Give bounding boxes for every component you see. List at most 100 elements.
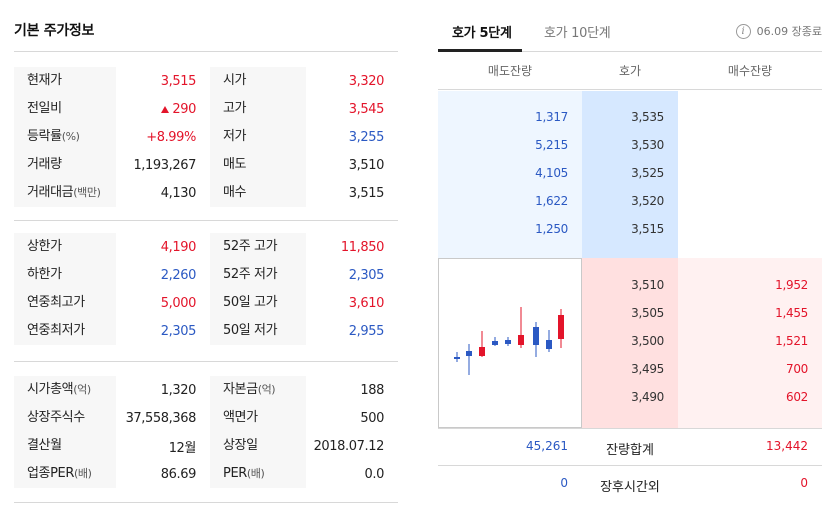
ask-row[interactable]: 1,317 3,535 bbox=[438, 104, 822, 132]
candle-8 bbox=[546, 340, 552, 349]
candle-4 bbox=[492, 341, 498, 345]
row-label: 거래량 bbox=[14, 151, 116, 179]
ask-price-column bbox=[582, 91, 678, 258]
ask-price: 3,530 bbox=[631, 138, 664, 152]
tab-10-levels[interactable]: 호가 10단계 bbox=[544, 26, 611, 41]
bid-section: 3,510 1,952 3,505 1,455 3,500 1,521 3,495 700 3,… bbox=[438, 258, 822, 428]
row-value: 86.69 bbox=[160, 466, 197, 482]
candle-7 bbox=[533, 327, 539, 345]
row-label: 연중최저가 bbox=[14, 317, 116, 345]
row-value: 3,515 bbox=[160, 73, 197, 89]
row-value-2: 3,515 bbox=[348, 185, 385, 201]
row-label-2: 액면가 bbox=[210, 404, 306, 432]
info-row: 전일비 290 고가 3,545 bbox=[14, 95, 398, 123]
row-label: 시가총액(억) bbox=[14, 376, 116, 404]
row-label-2: 50일 고가 bbox=[210, 289, 306, 317]
info-row: 업종PER(배) 86.69 PER(배) 0.0 bbox=[14, 460, 398, 488]
bid-price: 3,495 bbox=[631, 362, 664, 376]
after-hours-bid-qty: 0 bbox=[800, 476, 808, 490]
bid-qty: 1,952 bbox=[775, 278, 808, 292]
row-label: 전일비 bbox=[14, 95, 116, 123]
orderbook-header: 매도잔량 호가 매수잔량 bbox=[438, 52, 822, 90]
bid-qty: 1,455 bbox=[775, 306, 808, 320]
bid-row[interactable]: 3,505 1,455 bbox=[438, 300, 822, 328]
price-block: 현재가 3,515 시가 3,320 전일비 290 고가 3,545 등락률(%) +8.99%… bbox=[14, 52, 398, 221]
bid-row[interactable]: 3,495 700 bbox=[438, 356, 822, 384]
range-block: 상한가 4,190 52주 고가 11,850 하한가 2,260 52주 저가 2,305 연… bbox=[14, 221, 398, 362]
row-value: 37,558,368 bbox=[125, 410, 197, 426]
row-label-2: 52주 저가 bbox=[210, 261, 306, 289]
info-row: 거래대금(백만) 4,130 매수 3,515 bbox=[14, 179, 398, 207]
candle-5 bbox=[505, 340, 511, 344]
row-value-2: 11,850 bbox=[340, 239, 384, 255]
candle-1 bbox=[454, 357, 460, 359]
row-label-2: 고가 bbox=[210, 95, 306, 123]
candle-6 bbox=[518, 335, 524, 345]
ask-price: 3,515 bbox=[631, 222, 664, 236]
row-label-2: 자본금(억) bbox=[210, 376, 306, 404]
bid-qty: 602 bbox=[785, 390, 808, 404]
market-status: i 06.09 장종료 bbox=[735, 23, 822, 39]
row-label-2: 상장일 bbox=[210, 432, 306, 460]
company-block: 시가총액(억) 1,320 자본금(억) 188 상장주식수 37,558,368 액면가 5… bbox=[14, 362, 398, 503]
info-row: 상한가 4,190 52주 고가 11,850 bbox=[14, 233, 398, 261]
header-price: 호가 bbox=[618, 64, 642, 78]
up-triangle-icon bbox=[161, 105, 170, 113]
ask-qty: 5,215 bbox=[535, 138, 568, 152]
ask-row[interactable]: 1,622 3,520 bbox=[438, 188, 822, 216]
total-label: 잔량합계 bbox=[606, 443, 654, 458]
info-row: 연중최저가 2,305 50일 저가 2,955 bbox=[14, 317, 398, 345]
row-label: 거래대금(백만) bbox=[14, 179, 116, 207]
row-value-2: 0.0 bbox=[364, 466, 385, 482]
ask-row[interactable]: 5,215 3,530 bbox=[438, 132, 822, 160]
bid-row[interactable]: 3,500 1,521 bbox=[438, 328, 822, 356]
bid-row[interactable]: 3,510 1,952 bbox=[438, 272, 822, 300]
row-label: 상장주식수 bbox=[14, 404, 116, 432]
info-row: 결산월 12월 상장일 2018.07.12 bbox=[14, 432, 398, 460]
row-value: 5,000 bbox=[160, 295, 197, 311]
info-row: 하한가 2,260 52주 저가 2,305 bbox=[14, 261, 398, 289]
row-value: 4,130 bbox=[160, 185, 197, 201]
row-label-2: 매도 bbox=[210, 151, 306, 179]
bid-qty: 700 bbox=[785, 362, 808, 376]
header-bid-qty: 매수잔량 bbox=[727, 64, 773, 78]
row-value-2: 2,955 bbox=[348, 323, 385, 339]
bid-row[interactable]: 3,490 602 bbox=[438, 384, 822, 412]
row-value: 1,320 bbox=[160, 382, 197, 398]
ask-qty: 1,317 bbox=[535, 110, 568, 124]
basic-stock-info-panel: 기본 주가정보 현재가 3,515 시가 3,320 전일비 290 고가 3,545 등락률(… bbox=[14, 0, 398, 503]
row-label: 업종PER(배) bbox=[14, 460, 116, 488]
info-icon[interactable]: i bbox=[735, 23, 751, 39]
row-value-2: 3,255 bbox=[348, 129, 385, 145]
panel-title: 기본 주가정보 bbox=[14, 0, 398, 52]
row-value: 12월 bbox=[168, 440, 197, 456]
row-label-2: 저가 bbox=[210, 123, 306, 151]
total-ask-qty: 45,261 bbox=[526, 439, 568, 453]
ask-qty: 1,622 bbox=[535, 194, 568, 208]
ask-section: 1,317 3,535 5,215 3,530 4,105 3,525 1,622 3,520… bbox=[438, 91, 822, 258]
row-value: 290 bbox=[116, 102, 210, 117]
ask-price: 3,525 bbox=[631, 166, 664, 180]
row-label: 연중최고가 bbox=[14, 289, 116, 317]
row-value: 1,193,267 bbox=[133, 157, 196, 173]
bid-qty-column bbox=[678, 258, 822, 428]
candle-3 bbox=[479, 347, 485, 356]
tab-5-levels[interactable]: 호가 5단계 bbox=[452, 26, 512, 41]
row-value-2: 188 bbox=[360, 382, 384, 398]
row-value: +8.99% bbox=[146, 129, 196, 145]
active-tab-indicator bbox=[438, 49, 522, 52]
row-value-2: 500 bbox=[360, 410, 384, 426]
ask-row[interactable]: 1,250 3,515 bbox=[438, 216, 822, 244]
row-label: 상한가 bbox=[14, 233, 116, 261]
total-remaining-row: 45,261 잔량합계 13,442 bbox=[438, 428, 822, 465]
row-label: 결산월 bbox=[14, 432, 116, 460]
row-label-2: 시가 bbox=[210, 67, 306, 95]
row-label: 등락률(%) bbox=[14, 123, 116, 151]
info-row: 거래량 1,193,267 매도 3,510 bbox=[14, 151, 398, 179]
ask-row[interactable]: 4,105 3,525 bbox=[438, 160, 822, 188]
info-row: 현재가 3,515 시가 3,320 bbox=[14, 67, 398, 95]
orderbook-tabs: 호가 5단계 호가 10단계 i 06.09 장종료 bbox=[438, 0, 822, 52]
row-value-2: 2,305 bbox=[348, 267, 385, 283]
ask-qty: 1,250 bbox=[535, 222, 568, 236]
ask-price: 3,535 bbox=[631, 110, 664, 124]
